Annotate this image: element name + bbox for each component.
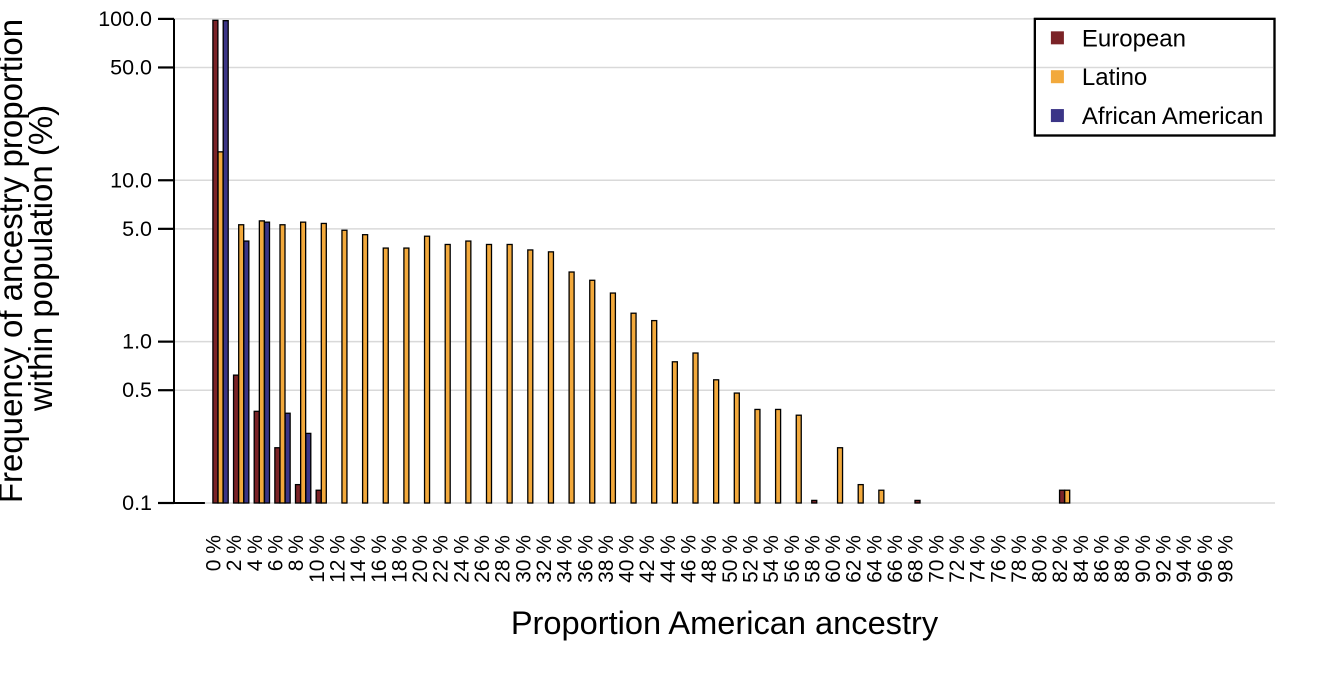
svg-text:20 %: 20 %	[409, 535, 432, 583]
svg-text:44 %: 44 %	[657, 535, 680, 583]
svg-text:52 %: 52 %	[739, 535, 762, 583]
svg-text:56 %: 56 %	[781, 535, 804, 583]
svg-text:5.0: 5.0	[122, 217, 152, 241]
svg-text:African American: African American	[1082, 103, 1263, 130]
svg-text:60 %: 60 %	[822, 535, 845, 583]
svg-text:86 %: 86 %	[1091, 535, 1114, 583]
svg-text:62 %: 62 %	[843, 535, 866, 583]
svg-text:36 %: 36 %	[574, 535, 597, 583]
svg-text:26 %: 26 %	[471, 535, 494, 583]
svg-text:30 %: 30 %	[512, 535, 535, 583]
svg-text:50 %: 50 %	[719, 535, 742, 583]
svg-text:42 %: 42 %	[636, 535, 659, 583]
svg-text:46 %: 46 %	[678, 535, 701, 583]
svg-text:within population (%): within population (%)	[22, 105, 59, 412]
svg-text:98 %: 98 %	[1214, 535, 1237, 583]
svg-text:2 %: 2 %	[223, 535, 246, 571]
svg-text:10 %: 10 %	[306, 535, 329, 583]
svg-text:94 %: 94 %	[1173, 535, 1196, 583]
svg-text:48 %: 48 %	[698, 535, 721, 583]
svg-text:28 %: 28 %	[492, 535, 515, 583]
svg-text:76 %: 76 %	[987, 535, 1010, 583]
svg-text:100.0: 100.0	[98, 7, 152, 31]
svg-text:40 %: 40 %	[616, 535, 639, 583]
svg-text:European: European	[1082, 25, 1186, 52]
svg-text:8 %: 8 %	[285, 535, 308, 571]
svg-text:92 %: 92 %	[1152, 535, 1175, 583]
svg-text:Proportion American ancestry: Proportion American ancestry	[511, 604, 939, 641]
svg-text:84 %: 84 %	[1070, 535, 1093, 583]
svg-text:18 %: 18 %	[388, 535, 411, 583]
svg-text:78 %: 78 %	[1008, 535, 1031, 583]
svg-text:66 %: 66 %	[884, 535, 907, 583]
svg-text:72 %: 72 %	[946, 535, 969, 583]
svg-text:1.0: 1.0	[122, 330, 152, 354]
svg-text:0 %: 0 %	[203, 535, 226, 571]
svg-text:90 %: 90 %	[1132, 535, 1155, 583]
svg-text:4 %: 4 %	[244, 535, 267, 571]
svg-text:6 %: 6 %	[265, 535, 288, 571]
svg-text:54 %: 54 %	[760, 535, 783, 583]
svg-text:12 %: 12 %	[326, 535, 349, 583]
svg-text:14 %: 14 %	[347, 535, 370, 583]
svg-text:Latino: Latino	[1082, 64, 1147, 91]
svg-text:74 %: 74 %	[967, 535, 990, 583]
svg-text:68 %: 68 %	[905, 535, 928, 583]
svg-text:34 %: 34 %	[554, 535, 577, 583]
svg-text:10.0: 10.0	[110, 168, 152, 192]
svg-text:0.1: 0.1	[122, 491, 152, 515]
svg-text:64 %: 64 %	[863, 535, 886, 583]
svg-text:82 %: 82 %	[1049, 535, 1072, 583]
svg-text:70 %: 70 %	[925, 535, 948, 583]
svg-text:0.5: 0.5	[122, 378, 152, 402]
svg-text:24 %: 24 %	[450, 535, 473, 583]
svg-text:96 %: 96 %	[1194, 535, 1217, 583]
svg-text:32 %: 32 %	[533, 535, 556, 583]
svg-text:50.0: 50.0	[110, 55, 152, 79]
svg-text:80 %: 80 %	[1029, 535, 1052, 583]
svg-text:88 %: 88 %	[1111, 535, 1134, 583]
svg-text:58 %: 58 %	[801, 535, 824, 583]
svg-text:16 %: 16 %	[368, 535, 391, 583]
svg-text:22 %: 22 %	[430, 535, 453, 583]
svg-text:38 %: 38 %	[595, 535, 618, 583]
